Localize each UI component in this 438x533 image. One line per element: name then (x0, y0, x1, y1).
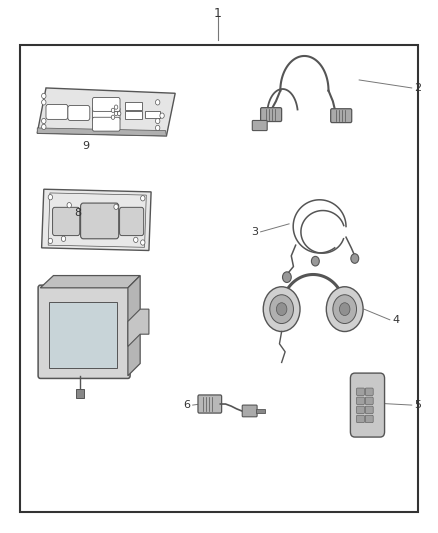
Text: 3: 3 (251, 227, 258, 237)
Circle shape (134, 237, 138, 243)
FancyBboxPatch shape (49, 302, 117, 368)
FancyBboxPatch shape (261, 108, 282, 122)
FancyBboxPatch shape (68, 106, 90, 120)
Polygon shape (40, 276, 140, 288)
Polygon shape (42, 189, 151, 251)
FancyBboxPatch shape (365, 406, 373, 414)
FancyBboxPatch shape (331, 109, 352, 123)
Circle shape (114, 111, 118, 116)
Circle shape (326, 287, 363, 332)
FancyBboxPatch shape (357, 406, 364, 414)
FancyBboxPatch shape (350, 373, 385, 437)
Text: 8: 8 (74, 208, 81, 218)
Circle shape (351, 254, 359, 263)
Circle shape (111, 108, 115, 112)
Circle shape (311, 256, 319, 266)
Circle shape (283, 272, 291, 282)
FancyBboxPatch shape (242, 405, 257, 417)
FancyBboxPatch shape (38, 285, 130, 378)
Text: 4: 4 (392, 315, 399, 325)
Text: 6: 6 (184, 400, 191, 410)
Text: 2: 2 (414, 83, 421, 93)
FancyBboxPatch shape (53, 207, 80, 236)
Circle shape (67, 203, 71, 208)
Polygon shape (128, 276, 140, 376)
Circle shape (111, 115, 115, 119)
Text: 5: 5 (414, 400, 421, 410)
FancyBboxPatch shape (365, 397, 373, 405)
Circle shape (333, 295, 357, 324)
FancyBboxPatch shape (81, 203, 119, 239)
Circle shape (339, 303, 350, 316)
Text: 1: 1 (214, 7, 222, 20)
Bar (125, 111, 142, 119)
Circle shape (276, 303, 287, 316)
Bar (125, 102, 142, 110)
Text: 7: 7 (57, 323, 64, 333)
Circle shape (42, 93, 46, 99)
Polygon shape (37, 88, 175, 136)
Circle shape (48, 195, 53, 200)
FancyBboxPatch shape (357, 388, 364, 395)
FancyBboxPatch shape (92, 98, 120, 111)
Circle shape (114, 204, 118, 209)
FancyBboxPatch shape (252, 120, 267, 131)
Bar (76, 389, 84, 398)
FancyBboxPatch shape (365, 388, 373, 395)
Bar (145, 111, 160, 118)
Polygon shape (37, 128, 166, 136)
FancyBboxPatch shape (365, 415, 373, 423)
FancyBboxPatch shape (357, 415, 364, 423)
Circle shape (270, 295, 293, 324)
Circle shape (155, 118, 160, 124)
Circle shape (141, 196, 145, 201)
Circle shape (117, 111, 121, 116)
FancyBboxPatch shape (92, 107, 120, 121)
FancyBboxPatch shape (357, 397, 364, 405)
Bar (20, 45, 418, 512)
FancyBboxPatch shape (120, 207, 144, 236)
Text: 9: 9 (82, 141, 89, 151)
Circle shape (155, 100, 160, 105)
Circle shape (42, 118, 46, 124)
Circle shape (114, 105, 118, 109)
Circle shape (141, 240, 145, 245)
Polygon shape (128, 309, 149, 346)
FancyBboxPatch shape (198, 395, 222, 413)
Circle shape (42, 124, 46, 130)
Circle shape (155, 125, 160, 131)
Circle shape (42, 100, 46, 105)
FancyBboxPatch shape (46, 104, 68, 119)
Circle shape (61, 236, 66, 241)
Circle shape (48, 238, 53, 244)
Circle shape (160, 113, 164, 118)
Circle shape (263, 287, 300, 332)
FancyBboxPatch shape (92, 117, 120, 131)
Bar (256, 409, 265, 413)
